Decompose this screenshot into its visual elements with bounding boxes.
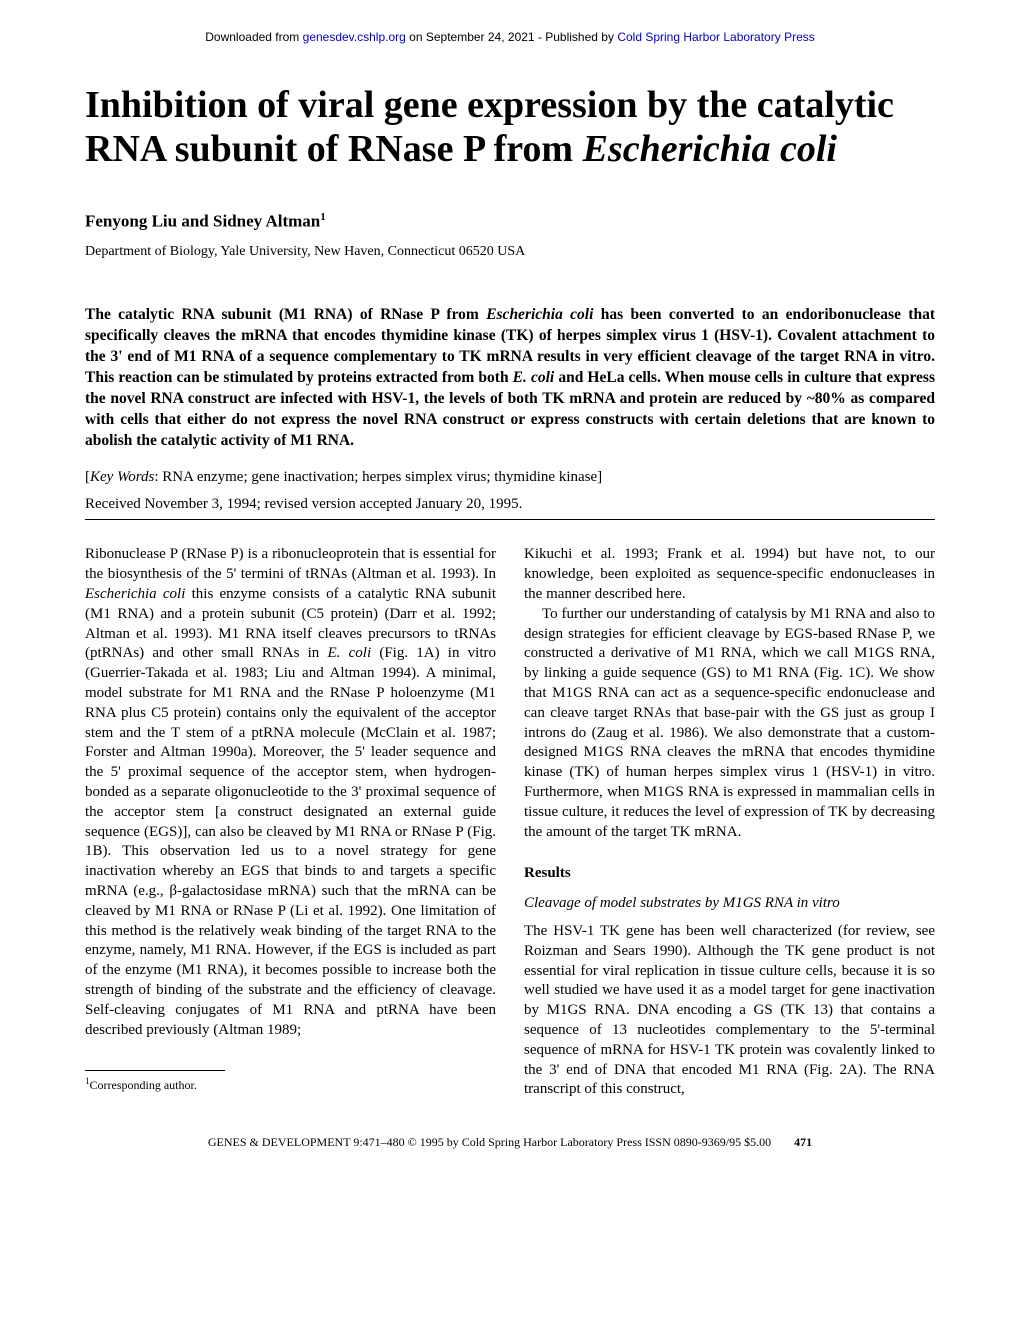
page-footer: GENES & DEVELOPMENT 9:471–480 © 1995 by … [85, 1135, 935, 1150]
body-columns: Ribonuclease P (RNase P) is a ribonucleo… [85, 545, 935, 1100]
results-subheading: Cleavage of model substrates by M1GS RNA… [524, 894, 935, 914]
author-names: Fenyong Liu and Sidney Altman [85, 212, 320, 231]
footnote-separator [85, 1070, 225, 1071]
results-heading: Results [524, 864, 935, 884]
keywords-text: RNA enzyme; gene inactivation; herpes si… [162, 469, 597, 485]
authors: Fenyong Liu and Sidney Altman1 [85, 211, 935, 232]
banner-mid: on September 24, 2021 - Published by [406, 30, 617, 44]
affiliation: Department of Biology, Yale University, … [85, 244, 935, 260]
body-paragraph: Kikuchi et al. 1993; Frank et al. 1994) … [524, 545, 935, 604]
journal-info: GENES & DEVELOPMENT 9:471–480 © 1995 by … [208, 1135, 771, 1149]
article-title: Inhibition of viral gene expression by t… [85, 84, 935, 171]
right-column: Kikuchi et al. 1993; Frank et al. 1994) … [524, 545, 935, 1100]
body-paragraph: To further our understanding of catalysi… [524, 605, 935, 843]
banner-prefix: Downloaded from [205, 30, 302, 44]
author-affiliation-marker: 1 [320, 211, 326, 223]
banner-link-publisher[interactable]: Cold Spring Harbor Laboratory Press [617, 30, 814, 44]
banner-link-source[interactable]: genesdev.cshlp.org [303, 30, 406, 44]
corresponding-author-footnote: 1Corresponding author. [85, 1076, 496, 1094]
keywords-label: Key Words [90, 469, 154, 485]
download-banner: Downloaded from genesdev.cshlp.org on Se… [85, 30, 935, 44]
body-paragraph: Ribonuclease P (RNase P) is a ribonucleo… [85, 545, 496, 1040]
body-paragraph: The HSV-1 TK gene has been well characte… [524, 922, 935, 1100]
dates-line: Received November 3, 1994; revised versi… [85, 496, 935, 513]
page-number: 471 [794, 1135, 812, 1149]
footnote-text: Corresponding author. [90, 1078, 197, 1092]
abstract: The catalytic RNA subunit (M1 RNA) of RN… [85, 305, 935, 451]
divider-rule [85, 519, 935, 520]
left-column: Ribonuclease P (RNase P) is a ribonucleo… [85, 545, 496, 1100]
keywords-line: [Key Words: RNA enzyme; gene inactivatio… [85, 469, 935, 486]
